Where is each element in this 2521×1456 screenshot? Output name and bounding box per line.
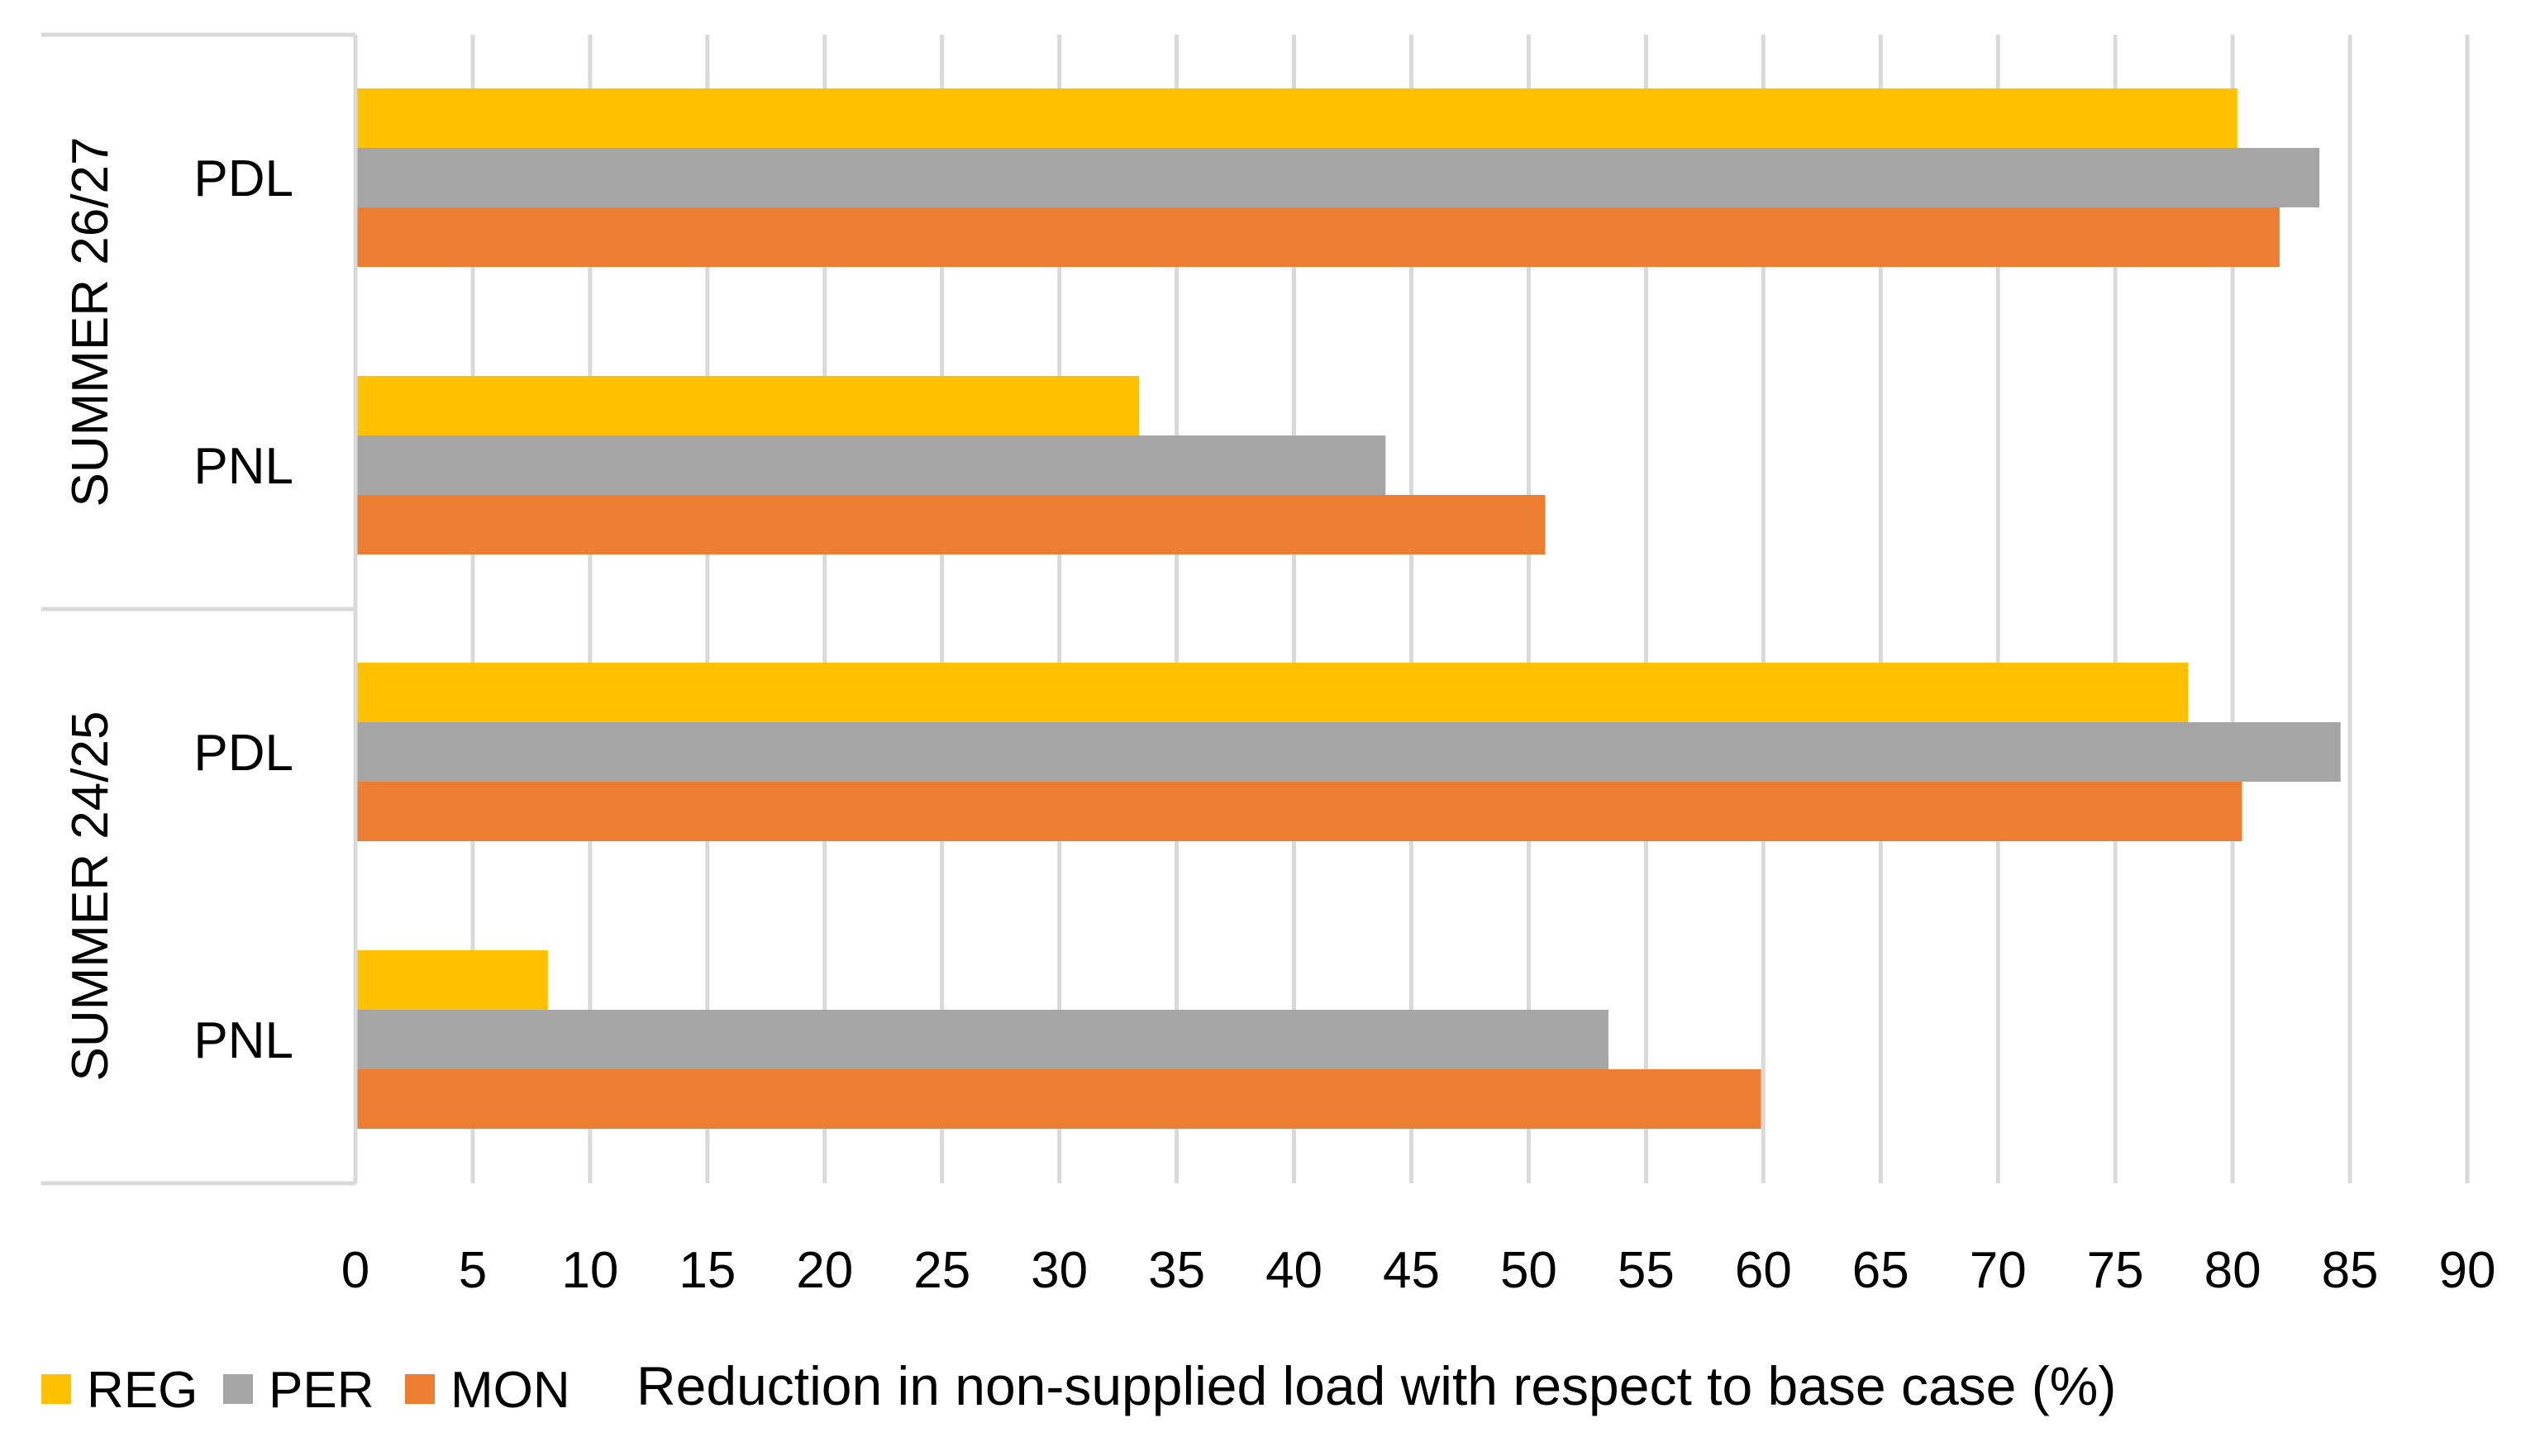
bar-per-1-pdl [355, 722, 2341, 782]
x-tick-label-25: 25 [913, 1242, 970, 1299]
x-tick-label-75: 75 [2087, 1242, 2144, 1299]
x-tick-label-45: 45 [1383, 1242, 1440, 1299]
bar-reg-0-pnl [355, 376, 1140, 435]
category-labels: PDL PNL PDL PNL SUMMER 26/27 SUMMER 24/25 [62, 137, 293, 1082]
x-tick-label-5: 5 [459, 1242, 487, 1299]
legend-label-per: PER [269, 1362, 374, 1419]
group-label-1: SUMMER 24/25 [62, 711, 119, 1082]
category-label-pdl: PDL [193, 725, 293, 782]
x-tick-labels: 0 5 10 15 20 25 30 35 40 45 50 55 60 65 70 75 80 85 90 [341, 1242, 2496, 1299]
x-tick-label-35: 35 [1148, 1242, 1205, 1299]
group-label-0: SUMMER 26/27 [62, 137, 119, 507]
x-tick-label-65: 65 [1852, 1242, 1909, 1299]
x-tick-label-70: 70 [1970, 1242, 2027, 1299]
legend-swatch-mon [405, 1374, 435, 1404]
x-tick-label-55: 55 [1618, 1242, 1675, 1299]
bar-mon-0-pnl [355, 495, 1546, 554]
bars [355, 88, 2341, 1129]
x-axis-title: Reduction in non-supplied load with resp… [636, 1355, 2116, 1416]
bar-mon-1-pdl [355, 782, 2242, 841]
bar-per-0-pnl [355, 435, 1386, 495]
x-tick-label-40: 40 [1265, 1242, 1322, 1299]
x-tick-label-0: 0 [341, 1242, 369, 1299]
x-tick-label-50: 50 [1500, 1242, 1557, 1299]
x-tick-label-85: 85 [2322, 1242, 2379, 1299]
bar-reg-0-pdl [355, 88, 2237, 148]
bar-per-1-pnl [355, 1010, 1608, 1069]
x-tick-label-80: 80 [2204, 1242, 2261, 1299]
legend-swatch-per [223, 1374, 253, 1404]
legend-label-reg: REG [87, 1362, 198, 1419]
category-label-pnl: PNL [193, 1012, 293, 1069]
bar-mon-1-pnl [355, 1069, 1761, 1129]
x-tick-label-20: 20 [796, 1242, 853, 1299]
x-tick-label-90: 90 [2439, 1242, 2496, 1299]
x-tick-label-30: 30 [1031, 1242, 1088, 1299]
legend: REG PER MON [41, 1362, 570, 1419]
x-tick-label-60: 60 [1735, 1242, 1792, 1299]
bar-per-0-pdl [355, 148, 2320, 207]
bar-mon-0-pdl [355, 207, 2280, 267]
bar-reg-1-pnl [355, 950, 548, 1010]
legend-label-mon: MON [450, 1362, 570, 1419]
category-label-pnl: PNL [193, 438, 293, 495]
bar-reg-1-pdl [355, 663, 2189, 722]
category-label-pdl: PDL [193, 150, 293, 207]
legend-swatch-reg [41, 1374, 71, 1404]
x-tick-label-15: 15 [679, 1242, 736, 1299]
x-tick-label-10: 10 [561, 1242, 618, 1299]
axes [41, 32, 358, 1186]
